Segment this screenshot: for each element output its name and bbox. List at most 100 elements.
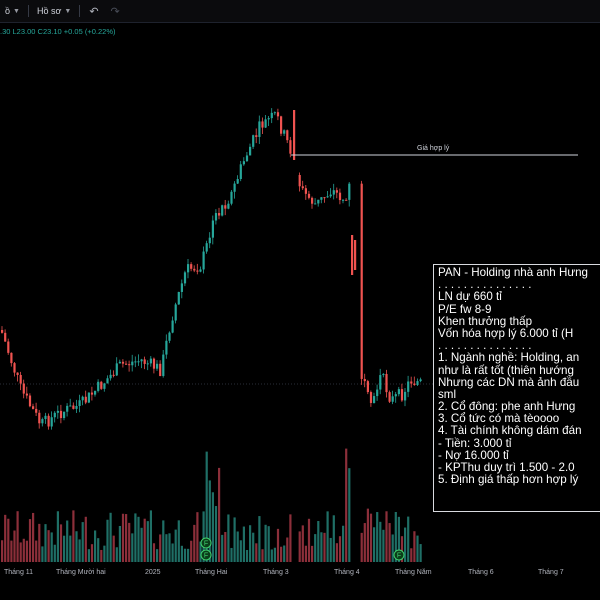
note-line: 3. Cổ tức có mà tèoooo: [438, 412, 560, 426]
volume-bar: [255, 543, 258, 562]
candle: [84, 396, 87, 403]
candle: [56, 410, 59, 413]
volume-bar: [32, 512, 35, 562]
candle: [13, 363, 16, 373]
candle: [97, 381, 100, 391]
candle: [338, 192, 342, 201]
candle: [53, 412, 56, 418]
volume-bar: [50, 532, 53, 562]
candle: [180, 283, 183, 292]
candle: [171, 320, 174, 333]
toolbar-divider: [27, 5, 29, 17]
candle: [258, 121, 261, 137]
note-line: Khen thưởng thấp: [438, 314, 533, 328]
candle: [369, 392, 373, 403]
toolbar: ồ ▼ Hồ sơ ▼ ↶ ↷: [0, 0, 600, 23]
candle: [245, 155, 249, 162]
note-line: 2. Cổ đông: phe anh Hưng: [438, 400, 576, 414]
volume-bar: [66, 520, 69, 562]
candle: [128, 364, 131, 366]
volume-bar: [394, 512, 397, 562]
profile-menu[interactable]: Hồ sơ ▼: [32, 0, 76, 22]
candle: [397, 389, 400, 395]
undo-icon[interactable]: ↶: [89, 5, 99, 18]
volume-bar: [128, 522, 131, 562]
candle: [196, 270, 199, 272]
volume-bar: [382, 529, 385, 562]
event-marker-icon[interactable]: [393, 549, 405, 561]
candle: [410, 381, 413, 384]
candle: [404, 391, 407, 401]
volume-bar: [236, 531, 239, 562]
volume-bar: [261, 549, 264, 562]
candle: [267, 118, 270, 120]
volume-bar: [94, 530, 97, 562]
candle: [304, 188, 307, 194]
interval-menu[interactable]: ồ ▼: [0, 0, 25, 22]
volume-bar: [156, 549, 159, 562]
redo-icon[interactable]: ↷: [110, 5, 120, 18]
volume-bar: [363, 523, 366, 562]
candle: [10, 352, 13, 364]
event-marker-letter: F: [204, 541, 208, 548]
candle: [140, 359, 143, 362]
note-line: - Nợ 16.000 tỉ: [438, 448, 509, 462]
volume-bar: [180, 545, 183, 562]
volume-bar: [187, 548, 190, 562]
candle: [416, 381, 419, 386]
candle: [63, 411, 66, 419]
volume-bar: [208, 480, 211, 562]
volume-bar: [22, 538, 25, 562]
volume-bar: [283, 545, 286, 562]
volume-bar: [332, 515, 335, 562]
candle: [187, 264, 190, 273]
volume-bar: [196, 512, 199, 562]
candle: [118, 361, 121, 364]
candle: [345, 199, 348, 201]
note-line: như là rất tốt (thiên hướng: [438, 363, 574, 377]
volume-bar: [140, 527, 143, 562]
candle: [307, 193, 311, 198]
candle: [301, 186, 304, 189]
volume-bar: [202, 511, 205, 562]
volume-bar: [249, 525, 252, 562]
volume-bar: [84, 516, 87, 562]
text-note[interactable]: PAN - Holding nhà anh Hưng. . . . . . . …: [433, 264, 600, 512]
volume-bar: [25, 540, 28, 562]
note-line: sml: [438, 387, 457, 401]
candle: [218, 213, 221, 216]
event-marker-icon[interactable]: [200, 549, 212, 561]
volume-bar: [385, 511, 388, 562]
time-axis-label: 2025: [145, 569, 161, 576]
candle: [100, 381, 103, 389]
candle: [199, 269, 202, 272]
volume-bar: [16, 511, 19, 562]
volume-bar: [233, 517, 236, 562]
volume-bar: [1, 540, 4, 562]
event-marker-icon[interactable]: [200, 537, 212, 549]
candle: [293, 110, 296, 160]
candle: [174, 304, 177, 321]
volume-bar: [190, 540, 193, 562]
volume-bar: [304, 545, 307, 562]
toolbar-divider: [79, 5, 81, 17]
volume-bar: [307, 518, 311, 562]
candles: [1, 108, 422, 430]
candle: [233, 183, 236, 192]
candle: [208, 237, 211, 244]
time-axis-label: Tháng 11: [4, 569, 34, 576]
volume-bar: [397, 516, 400, 562]
chevron-down-icon: ▼: [13, 7, 20, 15]
volume-bar: [211, 492, 214, 562]
candle: [413, 383, 416, 386]
volume-bar: [230, 547, 233, 562]
volume-bar: [103, 545, 106, 562]
note-line: PAN - Holding nhà anh Hưng: [438, 266, 588, 279]
candle: [335, 190, 338, 193]
candle: [146, 363, 149, 365]
volume-bar: [335, 543, 338, 562]
candle: [317, 199, 320, 204]
volume-bar: [78, 539, 81, 562]
volume-bar: [314, 534, 317, 562]
